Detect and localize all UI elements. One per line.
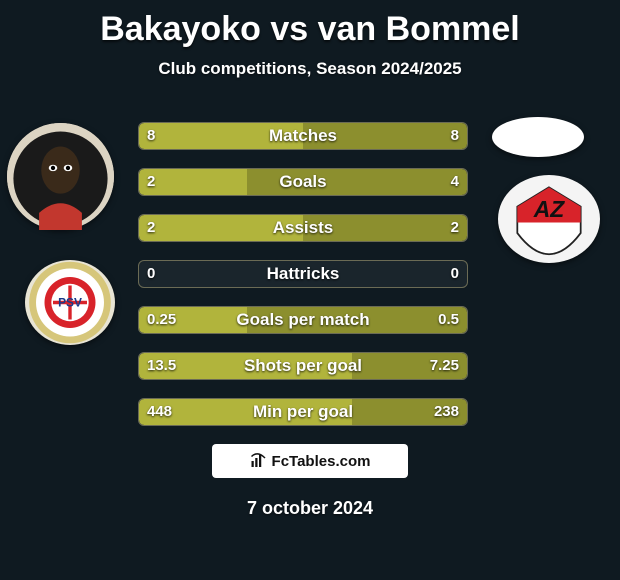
player2-avatar	[492, 117, 584, 157]
bar-value-right: 0.5	[438, 307, 459, 333]
bar-value-left: 2	[147, 169, 155, 195]
bar-value-right: 238	[434, 399, 459, 425]
bar-fill-right	[303, 215, 467, 241]
svg-text:AZ: AZ	[533, 196, 566, 222]
bar-value-left: 0.25	[147, 307, 176, 333]
bar-value-right: 2	[451, 215, 459, 241]
bar-value-right: 8	[451, 123, 459, 149]
bar-fill-right	[303, 123, 467, 149]
bar-value-left: 8	[147, 123, 155, 149]
player2-club-badge: AZ	[498, 175, 600, 263]
chart-icon	[250, 452, 268, 470]
player1-club-badge: PSV	[25, 260, 115, 345]
bar-value-right: 7.25	[430, 353, 459, 379]
bar-fill-right	[247, 169, 467, 195]
bar-row: 13.57.25Shots per goal	[138, 352, 468, 380]
watermark-text: FcTables.com	[272, 453, 371, 470]
bar-value-left: 448	[147, 399, 172, 425]
bar-row: 0.250.5Goals per match	[138, 306, 468, 334]
bar-row: 448238Min per goal	[138, 398, 468, 426]
player1-avatar	[7, 123, 114, 230]
page-title: Bakayoko vs van Bommel	[0, 0, 620, 49]
footer-date: 7 october 2024	[0, 498, 620, 519]
bar-value-left: 0	[147, 261, 155, 287]
bar-value-left: 13.5	[147, 353, 176, 379]
svg-text:PSV: PSV	[58, 296, 82, 310]
bar-row: 88Matches	[138, 122, 468, 150]
page-subtitle: Club competitions, Season 2024/2025	[0, 59, 620, 79]
bar-fill-right	[247, 307, 467, 333]
bar-value-right: 0	[451, 261, 459, 287]
bar-value-right: 4	[451, 169, 459, 195]
bar-label: Hattricks	[139, 261, 467, 287]
comparison-bars: 88Matches24Goals22Assists00Hattricks0.25…	[138, 122, 468, 444]
watermark-badge: FcTables.com	[212, 444, 408, 478]
bar-fill-left	[139, 215, 303, 241]
bar-row: 22Assists	[138, 214, 468, 242]
bar-value-left: 2	[147, 215, 155, 241]
bar-row: 0 0Hattricks	[138, 260, 468, 288]
bar-fill-left	[139, 123, 303, 149]
bar-row: 24Goals	[138, 168, 468, 196]
